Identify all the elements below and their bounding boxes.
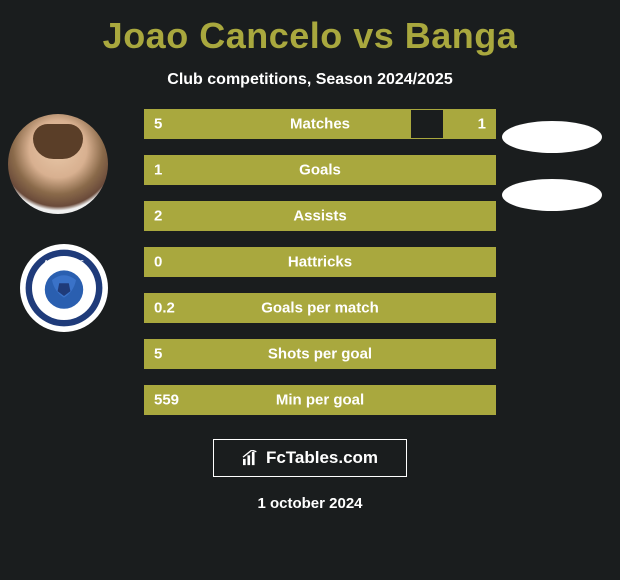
page-subtitle: Club competitions, Season 2024/2025 <box>167 71 452 89</box>
stat-bar-value-right: 1 <box>478 116 486 133</box>
stat-bar-row: Shots per goal 5 <box>144 339 496 369</box>
stats-bars: Matches 5 1 Goals 1 Assists 2 Hattricks 0 Goals p… <box>144 109 496 415</box>
stat-bar-value-left: 559 <box>154 392 179 409</box>
left-avatar-column: ALHILAL S. FC 1957 <box>8 114 108 332</box>
stat-bar-value-left: 1 <box>154 162 162 179</box>
stat-bar-row: Hattricks 0 <box>144 247 496 277</box>
stat-bar-label: Assists <box>293 208 346 225</box>
placeholder-ellipse <box>502 121 602 153</box>
stat-bar-row: Matches 5 1 <box>144 109 496 139</box>
player-avatar <box>8 114 108 214</box>
stat-bar-label: Min per goal <box>276 392 364 409</box>
svg-text:ALHILAL S. FC: ALHILAL S. FC <box>44 260 84 266</box>
bar-chart-icon <box>242 450 260 466</box>
club-crest-avatar: ALHILAL S. FC 1957 <box>20 244 108 332</box>
placeholder-ellipse <box>502 179 602 211</box>
club-crest-icon: ALHILAL S. FC 1957 <box>24 248 104 328</box>
stat-bar-row: Goals 1 <box>144 155 496 185</box>
svg-text:1957: 1957 <box>58 314 70 320</box>
stat-bar-fill-left <box>145 110 411 138</box>
stat-bar-fill-right <box>443 110 496 138</box>
page-title: Joao Cancelo vs Banga <box>103 15 518 57</box>
right-avatar-column <box>502 121 602 211</box>
comparison-card: Joao Cancelo vs Banga Club competitions,… <box>0 0 620 580</box>
stat-bar-label: Hattricks <box>288 254 352 271</box>
footer-date: 1 october 2024 <box>257 495 362 512</box>
stat-bar-row: Assists 2 <box>144 201 496 231</box>
footer-logo-box: FcTables.com <box>213 439 407 477</box>
stat-bar-label: Goals per match <box>261 300 379 317</box>
stat-bar-row: Goals per match 0.2 <box>144 293 496 323</box>
footer-logo-text: FcTables.com <box>266 448 378 468</box>
stat-bar-label: Matches <box>290 116 350 133</box>
stat-bar-label: Goals <box>299 162 341 179</box>
stat-bar-value-left: 0 <box>154 254 162 271</box>
stat-bar-value-left: 5 <box>154 346 162 363</box>
stat-bar-value-left: 2 <box>154 208 162 225</box>
stat-bar-value-left: 0.2 <box>154 300 175 317</box>
stat-bar-row: Min per goal 559 <box>144 385 496 415</box>
main-content-row: ALHILAL S. FC 1957 Matches 5 1 Goals 1 Assist… <box>0 109 620 415</box>
stat-bar-label: Shots per goal <box>268 346 372 363</box>
stat-bar-value-left: 5 <box>154 116 162 133</box>
